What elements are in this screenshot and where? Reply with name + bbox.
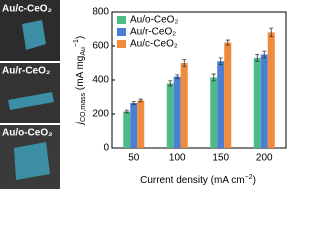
y-label-part: (mA mg: [75, 56, 86, 93]
error-bar: [262, 50, 267, 59]
error-bar: [138, 98, 143, 103]
error-bar: [175, 74, 180, 79]
y-axis-label: jCO,mass (mA mgAu−1): [73, 36, 87, 127]
x-tick-label: 100: [169, 153, 186, 164]
x-axis-label: Current density (mA cm−2): [140, 174, 256, 186]
error-bar: [218, 57, 223, 66]
micrographs: Au/c-CeO₂ Au/r-CeO₂ Au/o-CeO₂: [0, 0, 60, 189]
bar: [130, 102, 138, 148]
legend-swatch: [117, 16, 126, 24]
error-bar: [168, 80, 173, 87]
y-label-part: j: [75, 121, 86, 126]
legend-swatch: [117, 28, 126, 36]
bar: [224, 42, 232, 148]
particle: [22, 20, 46, 50]
error-bar: [225, 39, 230, 46]
y-label-part: −1: [73, 39, 80, 47]
error-bar: [131, 101, 136, 105]
image-label: Au/r-CeO₂: [2, 66, 50, 77]
y-tick-label: 600: [92, 41, 109, 52]
legend-label: Au/o-CeO₂: [130, 15, 178, 26]
legend-label: Au/c-CeO₂: [130, 39, 178, 50]
bar: [180, 63, 188, 148]
figure: Au/c-CeO₂ Au/r-CeO₂ Au/o-CeO₂ jCO,mass (…: [0, 0, 287, 189]
x-tick-label: 150: [212, 153, 229, 164]
bar: [253, 57, 261, 148]
legend-swatch: [117, 40, 126, 48]
error-bar: [255, 54, 260, 62]
legend-label: Au/r-CeO₂: [130, 27, 176, 38]
bar: [260, 54, 268, 148]
error-bar: [124, 109, 129, 114]
x-label-part: −2: [245, 174, 253, 181]
particle: [8, 92, 54, 110]
bar: [267, 32, 275, 148]
image-label: Au/o-CeO₂: [2, 128, 53, 139]
y-label-part: ): [75, 36, 86, 39]
x-tick-label: 200: [256, 153, 273, 164]
y-tick-label: 400: [92, 75, 109, 86]
error-bar: [182, 59, 187, 67]
y-label-part: Au: [80, 47, 87, 56]
bar: [137, 100, 145, 148]
bar: [123, 111, 131, 148]
y-tick-label: 0: [103, 143, 109, 154]
y-tick-label: 200: [92, 109, 109, 120]
error-bar: [211, 73, 216, 82]
image-label: Au/c-CeO₂: [2, 4, 52, 15]
bar: [173, 76, 181, 148]
y-label-part: CO,mass: [80, 92, 87, 122]
particle: [14, 142, 50, 180]
x-label-part: Current density (mA cm: [140, 175, 244, 186]
error-bar: [269, 27, 274, 38]
bar: [166, 83, 174, 148]
x-label-part: ): [253, 175, 256, 186]
y-tick-label: 800: [92, 7, 109, 18]
bar: [217, 61, 225, 148]
x-tick-label: 50: [128, 153, 140, 164]
bar: [210, 77, 218, 148]
